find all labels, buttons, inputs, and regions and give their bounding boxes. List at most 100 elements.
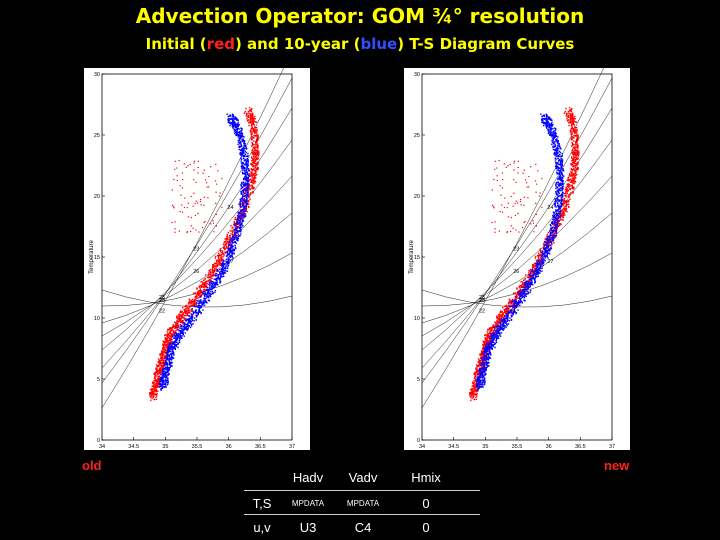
scatter-point <box>167 380 169 383</box>
scatter-point <box>193 301 195 303</box>
scatter-point <box>246 184 248 186</box>
scatter-point <box>193 192 195 194</box>
scatter-point <box>194 202 196 205</box>
scatter-point <box>482 341 485 343</box>
scatter-point <box>574 160 577 162</box>
scatter-point <box>482 371 484 373</box>
y-tick-label: 15 <box>94 255 100 261</box>
scatter-point <box>256 169 259 171</box>
scatter-point <box>227 243 229 245</box>
scatter-point <box>253 151 255 153</box>
scatter-point <box>197 297 199 300</box>
scatter-point <box>570 145 573 147</box>
scatter-point <box>162 377 164 379</box>
scatter-point <box>173 333 176 335</box>
scatter-point <box>212 270 214 272</box>
scatter-point <box>198 290 201 292</box>
scatter-point <box>245 178 248 180</box>
scatter-point <box>571 176 573 178</box>
scatter-point <box>220 259 223 262</box>
scatter-point <box>576 164 578 167</box>
scatter-point <box>475 364 478 366</box>
scatter-point <box>209 273 211 275</box>
scatter-point <box>226 250 229 253</box>
scatter-point <box>168 369 170 372</box>
scatter-point <box>254 149 256 151</box>
scatter-point <box>242 181 245 183</box>
scatter-point <box>573 178 576 180</box>
scatter-point <box>232 119 235 121</box>
scatter-point <box>232 119 234 121</box>
scatter-point <box>498 313 500 316</box>
scatter-point <box>254 121 257 123</box>
scatter-point <box>251 163 253 165</box>
scatter-point <box>483 344 486 346</box>
scatter-point <box>481 379 483 381</box>
scatter-point <box>243 172 245 175</box>
scatter-point <box>255 162 257 165</box>
scatter-point <box>253 152 255 155</box>
scatter-point <box>162 351 164 353</box>
scatter-point <box>194 214 196 217</box>
scatter-point <box>159 359 161 361</box>
scatter-point <box>501 204 503 206</box>
scatter-point <box>524 179 527 181</box>
scatter-point <box>151 390 154 392</box>
scatter-point <box>529 268 532 271</box>
scatter-point <box>473 382 475 384</box>
scatter-point <box>214 283 217 285</box>
scatter-point <box>172 342 175 344</box>
scatter-point <box>172 326 175 328</box>
scatter-point <box>550 239 552 241</box>
scatter-point <box>200 284 203 287</box>
scatter-point <box>474 374 476 377</box>
scatter-point <box>477 380 479 383</box>
scatter-point <box>215 163 217 166</box>
scatter-point <box>244 173 246 176</box>
scatter-point <box>171 342 174 345</box>
scatter-point <box>513 169 515 171</box>
scatter-point <box>162 380 165 382</box>
scatter-point <box>510 301 512 303</box>
isopycnal-label: 26 <box>193 269 199 275</box>
scatter-point <box>167 349 169 352</box>
scatter-point <box>238 215 240 217</box>
scatter-point <box>171 334 174 336</box>
scatter-point <box>253 180 255 183</box>
scatter-point <box>215 272 217 275</box>
scatter-point <box>215 267 217 269</box>
scatter-point <box>487 353 489 355</box>
scatter-point <box>212 275 214 277</box>
scatter-point <box>220 254 222 256</box>
scatter-point <box>172 206 175 208</box>
scatter-point <box>575 169 577 171</box>
scatter-point <box>241 218 244 220</box>
scatter-point <box>243 154 246 157</box>
scatter-point <box>201 284 203 286</box>
scatter-point <box>239 136 242 138</box>
scatter-point <box>246 166 248 169</box>
scatter-point <box>503 308 505 311</box>
scatter-point <box>190 195 192 198</box>
scatter-point <box>199 198 202 201</box>
scatter-point <box>478 360 480 362</box>
scatter-point <box>572 179 575 182</box>
scatter-point <box>573 162 575 164</box>
scatter-point <box>206 295 208 298</box>
scatter-point <box>181 204 183 206</box>
scatter-point <box>153 393 156 396</box>
scatter-point <box>213 283 216 285</box>
x-tick-label: 35.5 <box>192 444 203 450</box>
scatter-point <box>238 216 240 219</box>
scatter-point <box>531 268 534 270</box>
scatter-point <box>538 254 540 257</box>
scatter-point <box>225 245 228 248</box>
scatter-point <box>230 251 233 254</box>
scatter-point <box>167 357 169 360</box>
scatter-point <box>569 122 572 124</box>
scatter-point <box>505 305 507 308</box>
scatter-point <box>572 128 574 130</box>
scatter-point <box>206 296 208 299</box>
isopycnal-label: 27 <box>227 259 233 265</box>
scatter-point <box>169 329 171 331</box>
